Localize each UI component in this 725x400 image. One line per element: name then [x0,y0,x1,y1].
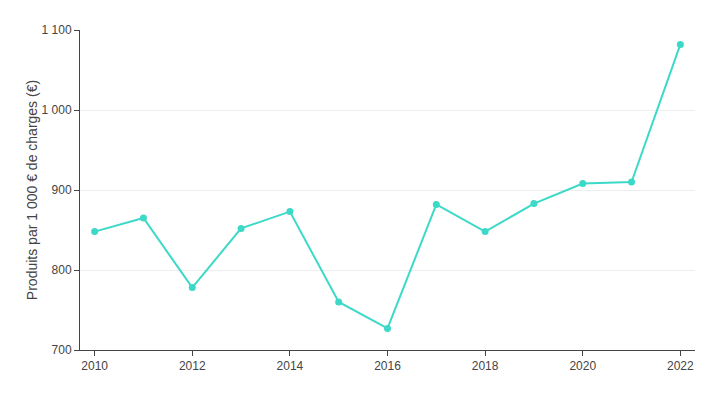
svg-text:2018: 2018 [472,359,499,373]
svg-text:2012: 2012 [179,359,206,373]
svg-text:1 000: 1 000 [42,103,72,117]
svg-text:700: 700 [52,343,72,357]
svg-text:2020: 2020 [569,359,596,373]
svg-text:2014: 2014 [277,359,304,373]
svg-text:800: 800 [52,263,72,277]
svg-text:1 100: 1 100 [42,23,72,37]
svg-text:900: 900 [52,183,72,197]
svg-text:2022: 2022 [667,359,694,373]
svg-text:Produits par 1 000 € de charge: Produits par 1 000 € de charges (€) [24,80,40,300]
svg-text:2010: 2010 [81,359,108,373]
svg-text:2016: 2016 [374,359,401,373]
